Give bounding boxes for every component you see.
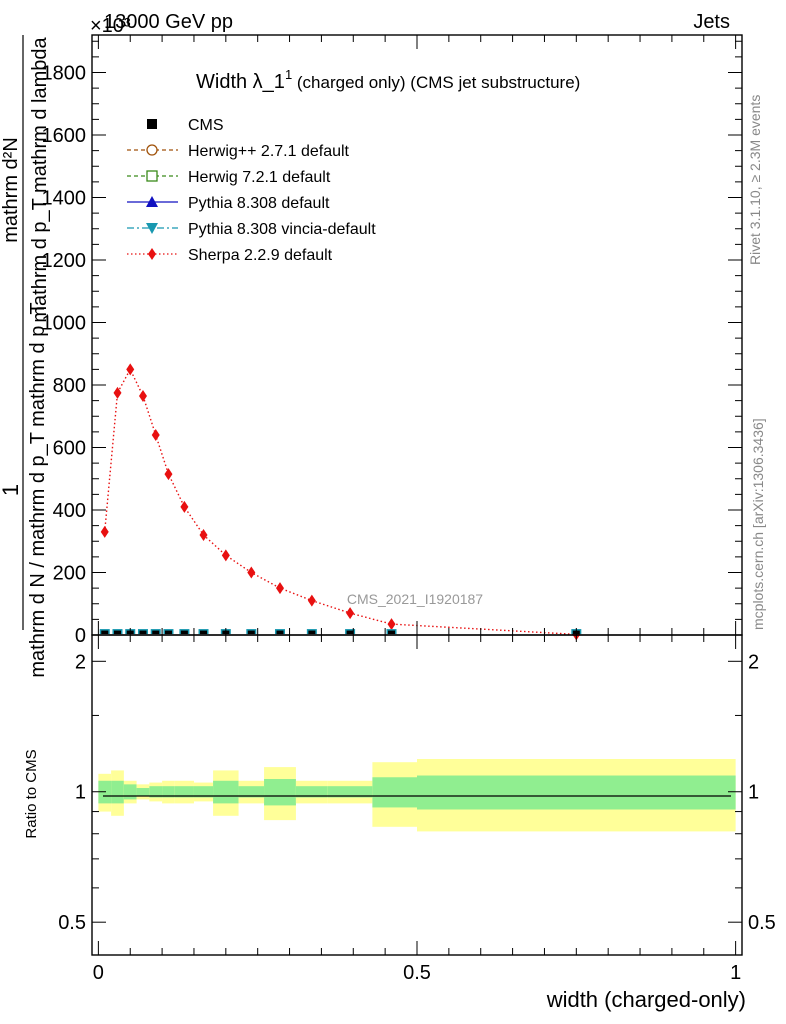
ratio-y-tick-label-right: 1 bbox=[748, 782, 759, 804]
ratio-x-axis: 0 0.5 1 bbox=[93, 635, 741, 984]
y-tick-label: 400 bbox=[53, 500, 86, 522]
ratio-y-tick-label-right: 2 bbox=[748, 651, 759, 673]
y-tick-label: 1800 bbox=[42, 63, 87, 85]
main-series-layer bbox=[99, 363, 582, 641]
legend-label: Sherpa 2.2.9 default bbox=[188, 247, 333, 264]
analysis-watermark: CMS_2021_I1920187 bbox=[347, 591, 483, 607]
legend-label: Pythia 8.308 default bbox=[188, 195, 330, 212]
exponent-label: ×10³ bbox=[90, 15, 131, 37]
x-tick-label: 0 bbox=[93, 962, 104, 984]
ratio-y-tick-label: 0.5 bbox=[58, 912, 86, 934]
ratio-band-inner bbox=[417, 775, 736, 810]
cms-point bbox=[346, 630, 354, 635]
cms-point bbox=[113, 630, 121, 635]
sherpa-point bbox=[307, 594, 316, 607]
ratio-y-tick-label-right: 0.5 bbox=[748, 912, 776, 934]
title-main: Width λ_1 bbox=[196, 71, 285, 93]
x-axis-label: width (charged-only) bbox=[546, 987, 746, 1012]
ratio-band-inner bbox=[162, 786, 175, 798]
title-rest: (charged only) (CMS jet substructure) bbox=[292, 73, 580, 92]
main-x-ticks bbox=[97, 35, 737, 635]
ratio-y-tick-label: 1 bbox=[75, 782, 86, 804]
y-tick-label: 800 bbox=[53, 375, 86, 397]
sherpa-point bbox=[247, 566, 256, 579]
y-label-one: 1 bbox=[0, 484, 23, 496]
cms-point bbox=[247, 630, 255, 635]
y-tick-label: 1400 bbox=[42, 188, 87, 210]
sherpa-point bbox=[221, 549, 230, 562]
ratio-band-inner bbox=[264, 779, 296, 806]
x-tick-label: 1 bbox=[730, 962, 741, 984]
sherpa-point bbox=[199, 529, 208, 541]
legend-label: Herwig++ 2.7.1 default bbox=[188, 143, 350, 160]
cms-point bbox=[388, 630, 396, 635]
ratio-band-inner bbox=[174, 786, 194, 798]
ratio-band-inner bbox=[213, 780, 239, 804]
cms-point bbox=[139, 630, 147, 635]
ratio-band-inner bbox=[327, 786, 373, 798]
y-tick-label: 1600 bbox=[42, 125, 87, 147]
ratio-band-inner bbox=[295, 786, 328, 798]
legend-label: Pythia 8.308 vincia-default bbox=[188, 221, 376, 238]
plot-title: Width λ_11 (charged only) (CMS jet subst… bbox=[196, 67, 580, 93]
sherpa-point bbox=[138, 389, 147, 402]
legend-label: Herwig 7.2.1 default bbox=[188, 169, 331, 186]
y-tick-label: 200 bbox=[53, 563, 86, 585]
y-tick-label: 0 bbox=[75, 625, 86, 647]
ratio-band-inner bbox=[111, 780, 124, 804]
legend-marker-square bbox=[147, 119, 157, 129]
ratio-uncertainty-bands bbox=[98, 759, 736, 832]
ratio-band-inner bbox=[136, 788, 150, 796]
y-label-numerator: mathrm d²N bbox=[0, 137, 22, 243]
cms-point bbox=[152, 630, 160, 635]
legend-marker-diamond bbox=[148, 248, 156, 260]
legend: CMS Herwig++ 2.7.1 default Herwig 7.2.1 de… bbox=[127, 117, 376, 264]
y-tick-label: 600 bbox=[53, 438, 86, 460]
ratio-y-axis: 0.5 0.5 1 1 2 2 bbox=[58, 651, 776, 934]
y-label-denominator: mathrm d N / mathrm d p_T mathrm d p_T bbox=[27, 302, 49, 677]
legend-marker-triangle-up bbox=[146, 196, 158, 207]
cms-point bbox=[276, 630, 284, 635]
legend-marker-triangle-down bbox=[146, 223, 158, 234]
sherpa-point bbox=[275, 582, 284, 595]
main-y-label: 1 mathrm d²N mathrm d p_T mathrm d lambd… bbox=[0, 35, 51, 678]
sherpa-line bbox=[104, 367, 577, 636]
sherpa-point bbox=[164, 468, 173, 481]
header-energy: 13000 GeV pp bbox=[104, 11, 233, 33]
ratio-band-inner bbox=[193, 786, 214, 798]
mcplots-label: mcplots.cern.ch [arXiv:1306.3436] bbox=[750, 418, 766, 630]
title-superscript: 1 bbox=[285, 67, 292, 82]
sherpa-point bbox=[100, 525, 109, 538]
sherpa-point bbox=[346, 607, 355, 620]
ratio-band-inner bbox=[149, 786, 163, 798]
legend-marker-open-square bbox=[146, 170, 158, 182]
ratio-y-label: Ratio to CMS bbox=[23, 749, 40, 838]
cms-point bbox=[180, 630, 188, 635]
ratio-band-inner bbox=[238, 786, 265, 798]
sherpa-point bbox=[151, 429, 160, 441]
rivet-label: Rivet 3.1.10, ≥ 2.3M events bbox=[747, 95, 763, 265]
legend-marker-circle bbox=[146, 144, 158, 156]
ratio-band-inner bbox=[372, 777, 417, 808]
cms-point bbox=[200, 630, 208, 635]
y-tick-label: 1200 bbox=[42, 250, 87, 272]
sherpa-point bbox=[113, 386, 122, 399]
ratio-y-tick-label: 2 bbox=[75, 651, 86, 673]
cms-point bbox=[101, 630, 109, 635]
sherpa-point bbox=[126, 363, 135, 376]
legend-label: CMS bbox=[188, 117, 224, 134]
main-y-axis: 0 200 400 600 800 1000 1200 1400 1600 1800 bbox=[42, 40, 742, 647]
header-jets: Jets bbox=[693, 11, 730, 33]
cms-point bbox=[308, 630, 316, 635]
x-tick-label: 0.5 bbox=[403, 962, 431, 984]
y-label-numerator-detail: mathrm d p_T mathrm d lambda bbox=[29, 36, 51, 322]
sherpa-point bbox=[180, 500, 189, 513]
y-tick-label: 1000 bbox=[42, 313, 87, 335]
sherpa-point bbox=[387, 618, 396, 631]
cms-point bbox=[164, 630, 172, 635]
ratio-band-inner bbox=[123, 784, 137, 800]
